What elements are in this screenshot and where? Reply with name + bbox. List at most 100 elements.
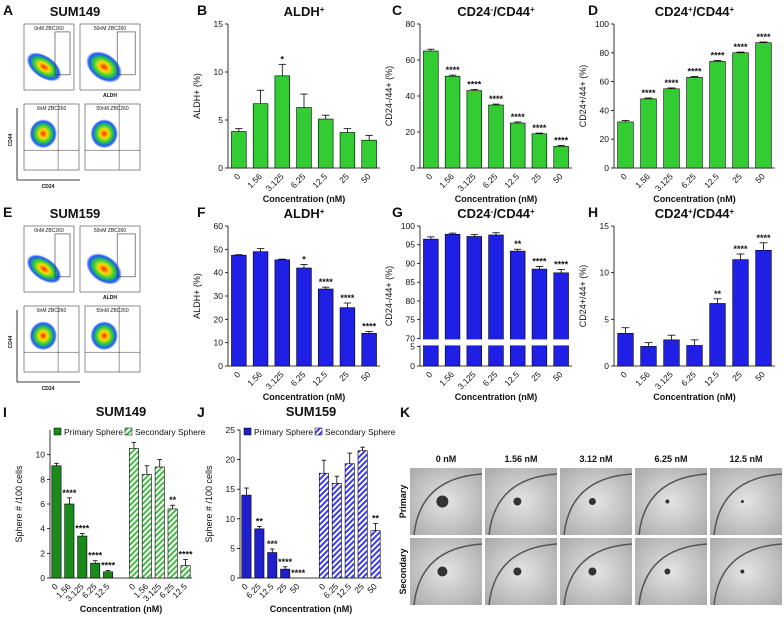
gate xyxy=(116,233,136,278)
y-tick-label: 6 xyxy=(40,499,45,509)
title-part: CD24 xyxy=(457,4,491,19)
x-tick-label: 0 xyxy=(618,369,629,380)
plot-label: 50nM ZBC260 xyxy=(96,308,128,314)
plot-label: 0nM ZBC260 xyxy=(37,106,67,112)
y-axis-label: ALDH+ (%) xyxy=(192,273,202,319)
significance: **** xyxy=(278,557,293,567)
significance: **** xyxy=(733,244,748,254)
significance: **** xyxy=(641,88,656,98)
gate xyxy=(54,233,71,278)
x-tick-label: 3.125 xyxy=(456,369,478,391)
bar xyxy=(686,345,703,367)
significance: **** xyxy=(88,551,103,561)
x-tick-label: 50 xyxy=(359,171,373,185)
y-tick-label: 20 xyxy=(214,314,224,324)
bar xyxy=(361,139,377,169)
plot-label: 0nM ZBC260 xyxy=(37,308,67,314)
x-axis-label: Concentration (nM) xyxy=(455,194,538,204)
y-tick-label: 0 xyxy=(604,361,609,371)
significance: ** xyxy=(256,516,264,526)
x-tick-label: 25 xyxy=(337,369,351,383)
sphere-image xyxy=(635,538,707,605)
bar xyxy=(318,472,329,579)
chart-title: CD24+/CD44+ xyxy=(655,206,735,221)
row-label: Secondary xyxy=(398,548,408,594)
bar xyxy=(180,565,191,579)
column-label: 12.5 nM xyxy=(729,454,762,464)
bar xyxy=(510,250,526,367)
significance: **** xyxy=(319,277,334,287)
y-tick-label: 10 xyxy=(600,268,610,278)
x-tick-label: 0 xyxy=(232,171,243,182)
significance: **** xyxy=(532,123,547,133)
y-tick-label: 20 xyxy=(600,134,610,144)
y-tick-label: 0 xyxy=(218,361,223,371)
x-tick-label: 0 xyxy=(127,581,138,592)
bar xyxy=(51,465,62,579)
x-tick-label: 12.5 xyxy=(93,581,112,600)
significance: **** xyxy=(664,78,679,88)
sphere xyxy=(588,498,596,505)
y-tick-label: 10 xyxy=(36,450,46,460)
y-tick-label: 0 xyxy=(604,163,609,173)
y-tick-label: 0 xyxy=(230,573,235,583)
axis-label: ALDH xyxy=(103,295,117,301)
bar xyxy=(640,98,657,169)
x-tick-label: 6.25 xyxy=(481,171,500,190)
title-part: ALDH xyxy=(284,4,320,19)
x-tick-label: 6.25 xyxy=(481,369,500,388)
y-tick-label: 40 xyxy=(600,105,610,115)
bar xyxy=(553,272,569,367)
dish-edge xyxy=(713,543,783,606)
y-tick-label: 5 xyxy=(218,115,223,125)
significance: **** xyxy=(554,136,569,146)
x-tick-label: 6.25 xyxy=(679,369,698,388)
x-tick-label: 0 xyxy=(424,171,435,182)
bar xyxy=(423,50,439,169)
bar xyxy=(640,346,657,367)
sphere xyxy=(513,567,522,576)
bar xyxy=(344,463,355,579)
x-tick-label: 3.125 xyxy=(653,171,675,193)
bar xyxy=(531,133,548,169)
x-axis-label: Concentration (nM) xyxy=(653,194,736,204)
significance: **** xyxy=(756,32,771,42)
axis-label: CD44 xyxy=(8,335,14,348)
bar xyxy=(141,474,152,579)
sphere xyxy=(740,569,745,574)
y-tick-label: 40 xyxy=(406,91,416,101)
y-tick-label: 90 xyxy=(406,258,416,268)
bar xyxy=(423,238,439,367)
dish-edge xyxy=(638,543,708,606)
y-tick-label: 60 xyxy=(600,77,610,87)
flow-blob xyxy=(90,119,118,149)
y-axis-label: CD24-/44+ (%) xyxy=(384,266,394,326)
flow-blob xyxy=(26,52,62,82)
bar xyxy=(709,303,726,367)
x-tick-label: 12.5 xyxy=(257,581,276,600)
bar xyxy=(361,333,377,367)
y-tick-label: 70 xyxy=(406,333,416,343)
legend-swatch xyxy=(314,427,323,436)
bar xyxy=(231,254,247,367)
bar xyxy=(339,132,356,169)
title-part: CD24 xyxy=(457,206,491,221)
significance: *** xyxy=(267,539,278,549)
y-tick-label: 80 xyxy=(406,296,416,306)
chart-title: CD24-/CD44+ xyxy=(457,206,535,221)
gate xyxy=(116,31,136,76)
dish-edge xyxy=(413,543,483,606)
bar xyxy=(617,333,634,367)
y-tick-label: 30 xyxy=(214,291,224,301)
x-tick-label: 0 xyxy=(424,369,435,380)
chart-title: ALDH+ xyxy=(284,4,325,19)
row-label: Primary xyxy=(398,485,408,519)
sphere xyxy=(436,495,449,508)
panel-label: A xyxy=(3,2,13,18)
y-tick-label: 5 xyxy=(230,543,235,553)
title-part: - xyxy=(491,207,494,216)
bar xyxy=(267,552,278,579)
x-tick-label: 6.25 xyxy=(679,171,698,190)
bar xyxy=(103,571,114,579)
significance: **** xyxy=(733,42,748,52)
